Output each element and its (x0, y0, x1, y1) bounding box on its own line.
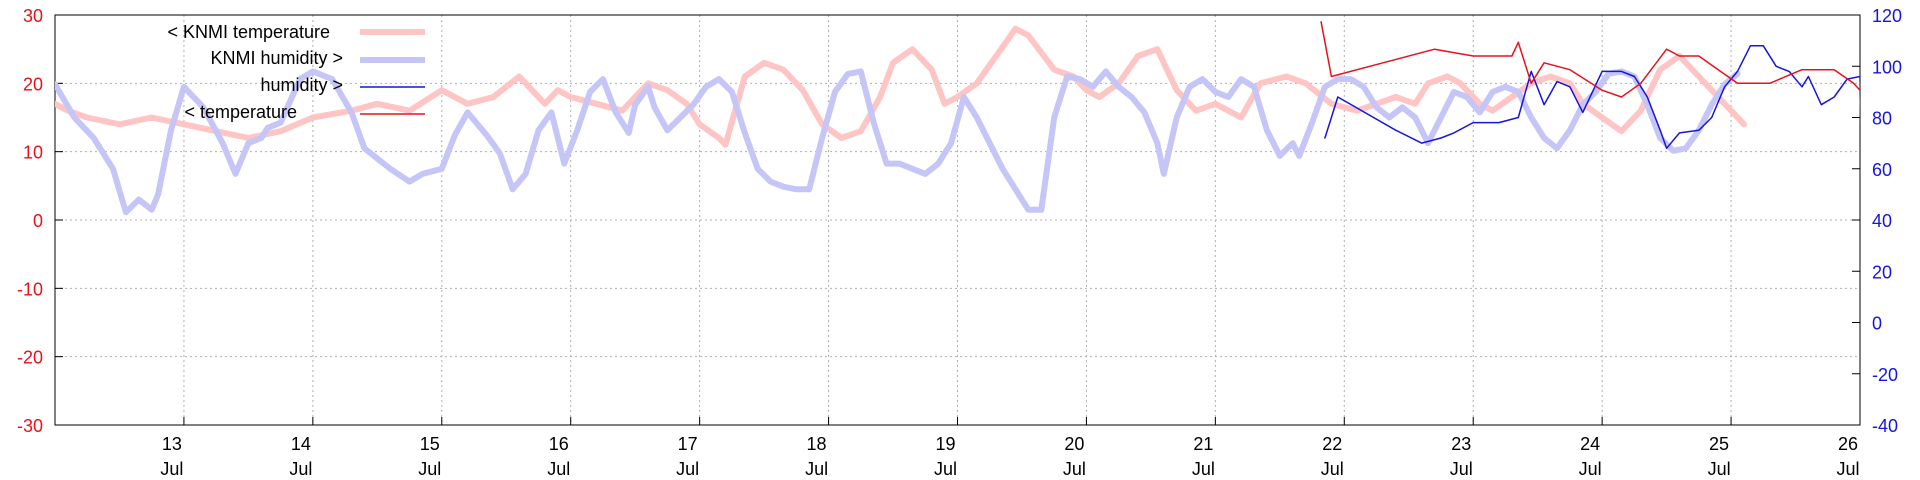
left-tick-label: -30 (17, 416, 43, 436)
x-tick-day-label: 21 (1193, 434, 1213, 454)
legend-label-temperature: < temperature (184, 102, 297, 122)
legend-label-knmi-humidity: KNMI humidity > (210, 48, 343, 68)
legend-label-humidity: humidity > (260, 75, 343, 95)
left-tick-label: 30 (23, 6, 43, 26)
x-tick-day-label: 24 (1580, 434, 1600, 454)
x-tick-day-label: 16 (549, 434, 569, 454)
right-tick-label: 20 (1872, 262, 1892, 282)
x-tick-day-label: 20 (1064, 434, 1084, 454)
series-layer (55, 21, 1860, 216)
series-line-knmi-humidity (55, 68, 1741, 216)
legend: < KNMI temperature KNMI humidity > humid… (167, 22, 425, 122)
series-line-temperature (1320, 21, 1860, 126)
x-tick-day-label: 17 (678, 434, 698, 454)
grid-lines (55, 15, 1860, 425)
left-axis-ticks: 30 20 10 0 -10 -20 -30 (17, 6, 63, 436)
left-tick-label: 10 (23, 143, 43, 163)
left-tick-label: 20 (23, 74, 43, 94)
x-tick-month-label: Jul (1192, 459, 1215, 479)
x-tick-day-label: 23 (1451, 434, 1471, 454)
x-tick-day-label: 14 (291, 434, 311, 454)
x-tick-month-label: Jul (676, 459, 699, 479)
x-tick-day-label: 15 (420, 434, 440, 454)
x-tick-month-label: Jul (1063, 459, 1086, 479)
left-tick-label: 0 (33, 211, 43, 231)
x-axis-ticks: 13 Jul 14 Jul 15 Jul 16 Jul 17 Jul 18 Jul 19 Jul 20 Jul… (160, 417, 1861, 479)
x-tick-day-label: 18 (807, 434, 827, 454)
x-tick-day-label: 22 (1322, 434, 1342, 454)
x-tick-month-label: Jul (160, 459, 183, 479)
right-tick-label: 40 (1872, 211, 1892, 231)
x-tick-month-label: Jul (1836, 459, 1859, 479)
right-axis-ticks: 120 100 80 60 40 20 0 -20 -40 (1852, 6, 1902, 436)
right-tick-label: -40 (1872, 416, 1898, 436)
x-tick-month-label: Jul (934, 459, 957, 479)
x-tick-month-label: Jul (418, 459, 441, 479)
right-tick-label: -20 (1872, 365, 1898, 385)
x-tick-month-label: Jul (1579, 459, 1602, 479)
legend-label-knmi-temperature: < KNMI temperature (167, 22, 330, 42)
series-group (55, 21, 1860, 216)
x-tick-month-label: Jul (1321, 459, 1344, 479)
right-tick-label: 60 (1872, 160, 1892, 180)
x-tick-day-label: 19 (935, 434, 955, 454)
x-tick-day-label: 13 (162, 434, 182, 454)
x-tick-month-label: Jul (1450, 459, 1473, 479)
series-line-knmi-temperature (55, 25, 1747, 148)
x-tick-day-label: 26 (1838, 434, 1858, 454)
right-tick-label: 120 (1872, 6, 1902, 26)
right-tick-label: 100 (1872, 57, 1902, 77)
series-line-humidity (1324, 45, 1860, 150)
left-tick-label: -10 (17, 279, 43, 299)
x-tick-month-label: Jul (547, 459, 570, 479)
x-tick-month-label: Jul (805, 459, 828, 479)
x-tick-month-label: Jul (1708, 459, 1731, 479)
x-tick-month-label: Jul (289, 459, 312, 479)
right-tick-label: 80 (1872, 109, 1892, 129)
x-tick-day-label: 25 (1709, 434, 1729, 454)
left-tick-label: -20 (17, 348, 43, 368)
right-tick-label: 0 (1872, 314, 1882, 334)
